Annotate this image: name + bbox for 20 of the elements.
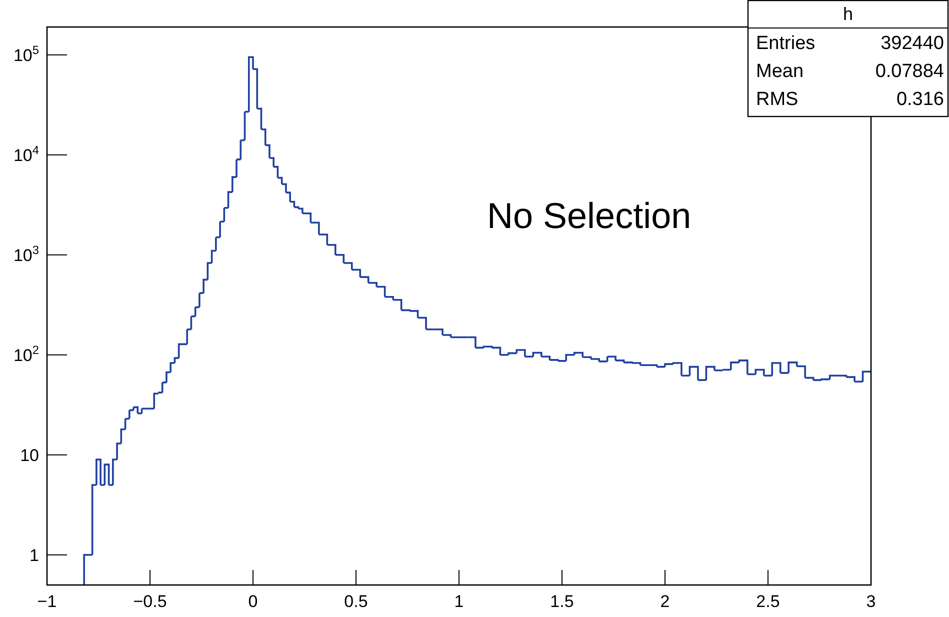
y-tick-label: 10$^{5}$ [13, 42, 40, 65]
x-tick-label: 0.5 [344, 592, 368, 611]
annotation: No Selection [487, 195, 692, 236]
y-tick-label: 10$^{3}$ [13, 242, 40, 265]
chart-title: h [842, 4, 854, 24]
y-tick-label: 10$^{2}$ [13, 342, 40, 365]
text: Mean 0.07884 [756, 61, 944, 82]
text: Entries 392440 [756, 33, 944, 54]
x-tick-label: 3 [866, 592, 876, 611]
x-tick-label: 2.5 [756, 592, 780, 611]
x-tick-label: 2 [660, 592, 670, 611]
y-tick-label: 10 [20, 446, 39, 465]
x-tick-label: 1 [454, 592, 464, 611]
text: RMS 0.316 [756, 89, 944, 110]
x-tick-label: −1 [37, 592, 57, 611]
y-tick-label: 10$^{4}$ [13, 142, 40, 165]
x-tick-label: −0.5 [133, 592, 167, 611]
x-tick-label: 1.5 [550, 592, 574, 611]
x-tick-label: 0 [248, 592, 258, 611]
y-tick-label: 1 [30, 546, 39, 565]
